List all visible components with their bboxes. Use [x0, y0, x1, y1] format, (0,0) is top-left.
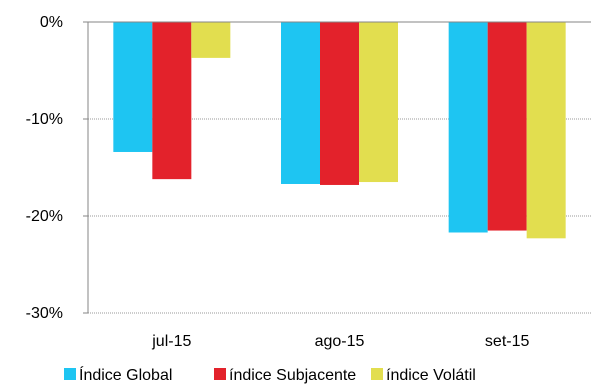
y-tick-label: -20% [26, 208, 63, 225]
x-tick-label: ago-15 [315, 333, 365, 350]
bar [113, 22, 153, 152]
bar [191, 22, 231, 58]
legend-item: Índice Global [64, 365, 172, 384]
bar [448, 22, 488, 233]
y-tick-labels: 0% -10% -20% -30% [26, 14, 63, 322]
x-tick-labels: jul-15 ago-15 set-15 [151, 333, 529, 350]
legend-label: índice Subjacente [229, 367, 356, 384]
legend-label: índice Volátil [386, 367, 476, 384]
legend-swatch [64, 368, 76, 380]
legend-item: índice Volátil [371, 367, 476, 384]
legend-label: Índice Global [79, 365, 172, 384]
y-tick-label: 0% [40, 14, 63, 31]
y-tick-label: -10% [26, 111, 63, 128]
bar [152, 22, 192, 180]
bar [320, 22, 359, 185]
legend: Índice Global índice Subjacente índice Vol… [64, 365, 476, 384]
bar [487, 22, 527, 231]
axes [83, 21, 591, 314]
bar [526, 22, 566, 239]
x-tick-label: set-15 [485, 333, 530, 350]
legend-swatch [371, 368, 383, 380]
legend-swatch [214, 368, 226, 380]
bars [113, 22, 566, 239]
y-tick-label: -30% [26, 305, 63, 322]
legend-item: índice Subjacente [214, 367, 356, 384]
bar [359, 22, 398, 183]
bar [281, 22, 320, 184]
x-tick-label: jul-15 [151, 333, 191, 350]
